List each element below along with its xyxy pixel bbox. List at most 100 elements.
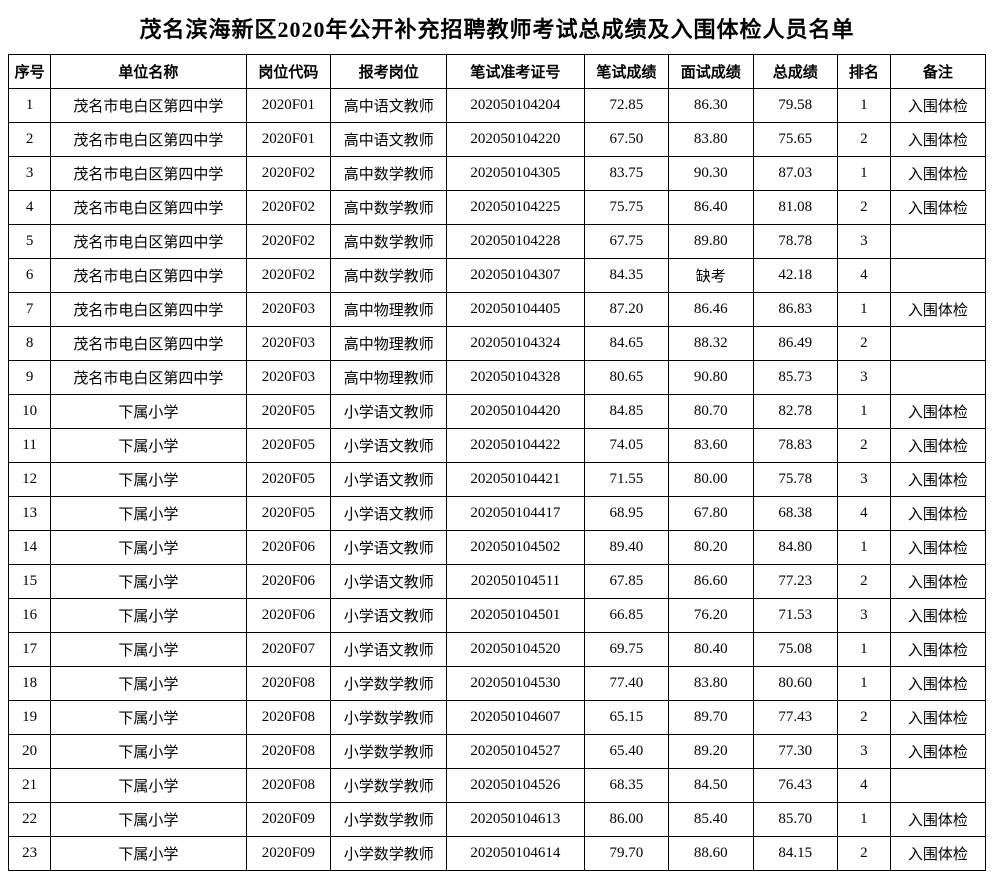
cell-rank: 3 (838, 735, 891, 769)
col-header-code: 岗位代码 (246, 55, 330, 89)
col-header-rank: 排名 (838, 55, 891, 89)
cell-written: 84.85 (584, 395, 668, 429)
cell-total: 87.03 (753, 157, 837, 191)
cell-total: 78.83 (753, 429, 837, 463)
cell-interview: 83.60 (669, 429, 753, 463)
cell-seq: 5 (9, 225, 51, 259)
cell-total: 77.30 (753, 735, 837, 769)
cell-total: 75.08 (753, 633, 837, 667)
cell-examno: 202050104220 (447, 123, 584, 157)
cell-seq: 12 (9, 463, 51, 497)
col-header-pos: 报考岗位 (331, 55, 447, 89)
cell-examno: 202050104420 (447, 395, 584, 429)
cell-note: 入围体检 (890, 463, 985, 497)
cell-note: 入围体检 (890, 735, 985, 769)
col-header-total: 总成绩 (753, 55, 837, 89)
table-row: 1茂名市电白区第四中学2020F01高中语文教师20205010420472.8… (9, 89, 986, 123)
cell-note: 入围体检 (890, 599, 985, 633)
results-table: 序号 单位名称 岗位代码 报考岗位 笔试准考证号 笔试成绩 面试成绩 总成绩 排… (8, 54, 986, 871)
cell-unit: 下属小学 (51, 633, 246, 667)
cell-code: 2020F08 (246, 769, 330, 803)
cell-code: 2020F02 (246, 157, 330, 191)
cell-rank: 1 (838, 633, 891, 667)
cell-rank: 4 (838, 769, 891, 803)
cell-interview: 80.00 (669, 463, 753, 497)
cell-seq: 6 (9, 259, 51, 293)
cell-written: 84.65 (584, 327, 668, 361)
cell-rank: 2 (838, 565, 891, 599)
cell-rank: 4 (838, 259, 891, 293)
col-header-seq: 序号 (9, 55, 51, 89)
cell-examno: 202050104527 (447, 735, 584, 769)
page-title: 茂名滨海新区2020年公开补充招聘教师考试总成绩及入围体检人员名单 (8, 12, 986, 44)
cell-note: 入围体检 (890, 633, 985, 667)
cell-unit: 茂名市电白区第四中学 (51, 89, 246, 123)
cell-pos: 高中语文教师 (331, 89, 447, 123)
cell-written: 67.85 (584, 565, 668, 599)
cell-examno: 202050104520 (447, 633, 584, 667)
cell-seq: 3 (9, 157, 51, 191)
cell-seq: 9 (9, 361, 51, 395)
cell-unit: 茂名市电白区第四中学 (51, 191, 246, 225)
cell-pos: 高中物理教师 (331, 327, 447, 361)
cell-interview: 85.40 (669, 803, 753, 837)
cell-pos: 高中数学教师 (331, 225, 447, 259)
cell-written: 80.65 (584, 361, 668, 395)
cell-interview: 89.80 (669, 225, 753, 259)
cell-total: 81.08 (753, 191, 837, 225)
cell-rank: 4 (838, 497, 891, 531)
cell-written: 65.40 (584, 735, 668, 769)
cell-unit: 下属小学 (51, 769, 246, 803)
col-header-written: 笔试成绩 (584, 55, 668, 89)
cell-examno: 202050104417 (447, 497, 584, 531)
col-header-examno: 笔试准考证号 (447, 55, 584, 89)
cell-written: 77.40 (584, 667, 668, 701)
cell-note (890, 769, 985, 803)
cell-total: 71.53 (753, 599, 837, 633)
cell-unit: 茂名市电白区第四中学 (51, 259, 246, 293)
cell-unit: 下属小学 (51, 803, 246, 837)
cell-total: 78.78 (753, 225, 837, 259)
cell-note: 入围体检 (890, 531, 985, 565)
cell-total: 86.49 (753, 327, 837, 361)
cell-pos: 高中数学教师 (331, 191, 447, 225)
cell-interview: 88.32 (669, 327, 753, 361)
cell-code: 2020F07 (246, 633, 330, 667)
cell-unit: 下属小学 (51, 531, 246, 565)
cell-total: 79.58 (753, 89, 837, 123)
cell-seq: 22 (9, 803, 51, 837)
cell-pos: 小学数学教师 (331, 803, 447, 837)
cell-written: 67.75 (584, 225, 668, 259)
cell-code: 2020F06 (246, 599, 330, 633)
table-row: 19下属小学2020F08小学数学教师20205010460765.1589.7… (9, 701, 986, 735)
cell-written: 84.35 (584, 259, 668, 293)
cell-seq: 18 (9, 667, 51, 701)
cell-interview: 89.20 (669, 735, 753, 769)
cell-rank: 1 (838, 667, 891, 701)
cell-code: 2020F03 (246, 293, 330, 327)
cell-written: 83.75 (584, 157, 668, 191)
cell-unit: 茂名市电白区第四中学 (51, 157, 246, 191)
cell-total: 84.80 (753, 531, 837, 565)
cell-code: 2020F01 (246, 123, 330, 157)
table-row: 10下属小学2020F05小学语文教师20205010442084.8580.7… (9, 395, 986, 429)
cell-interview: 86.60 (669, 565, 753, 599)
cell-pos: 小学语文教师 (331, 429, 447, 463)
cell-note: 入围体检 (890, 123, 985, 157)
table-row: 17下属小学2020F07小学语文教师20205010452069.7580.4… (9, 633, 986, 667)
cell-examno: 202050104328 (447, 361, 584, 395)
cell-seq: 11 (9, 429, 51, 463)
cell-rank: 3 (838, 463, 891, 497)
cell-examno: 202050104421 (447, 463, 584, 497)
cell-examno: 202050104530 (447, 667, 584, 701)
cell-note (890, 225, 985, 259)
cell-total: 77.23 (753, 565, 837, 599)
cell-rank: 1 (838, 803, 891, 837)
cell-rank: 2 (838, 191, 891, 225)
cell-note: 入围体检 (890, 293, 985, 327)
cell-interview: 90.30 (669, 157, 753, 191)
cell-code: 2020F09 (246, 837, 330, 871)
cell-seq: 17 (9, 633, 51, 667)
table-row: 5茂名市电白区第四中学2020F02高中数学教师20205010422867.7… (9, 225, 986, 259)
cell-pos: 小学语文教师 (331, 463, 447, 497)
